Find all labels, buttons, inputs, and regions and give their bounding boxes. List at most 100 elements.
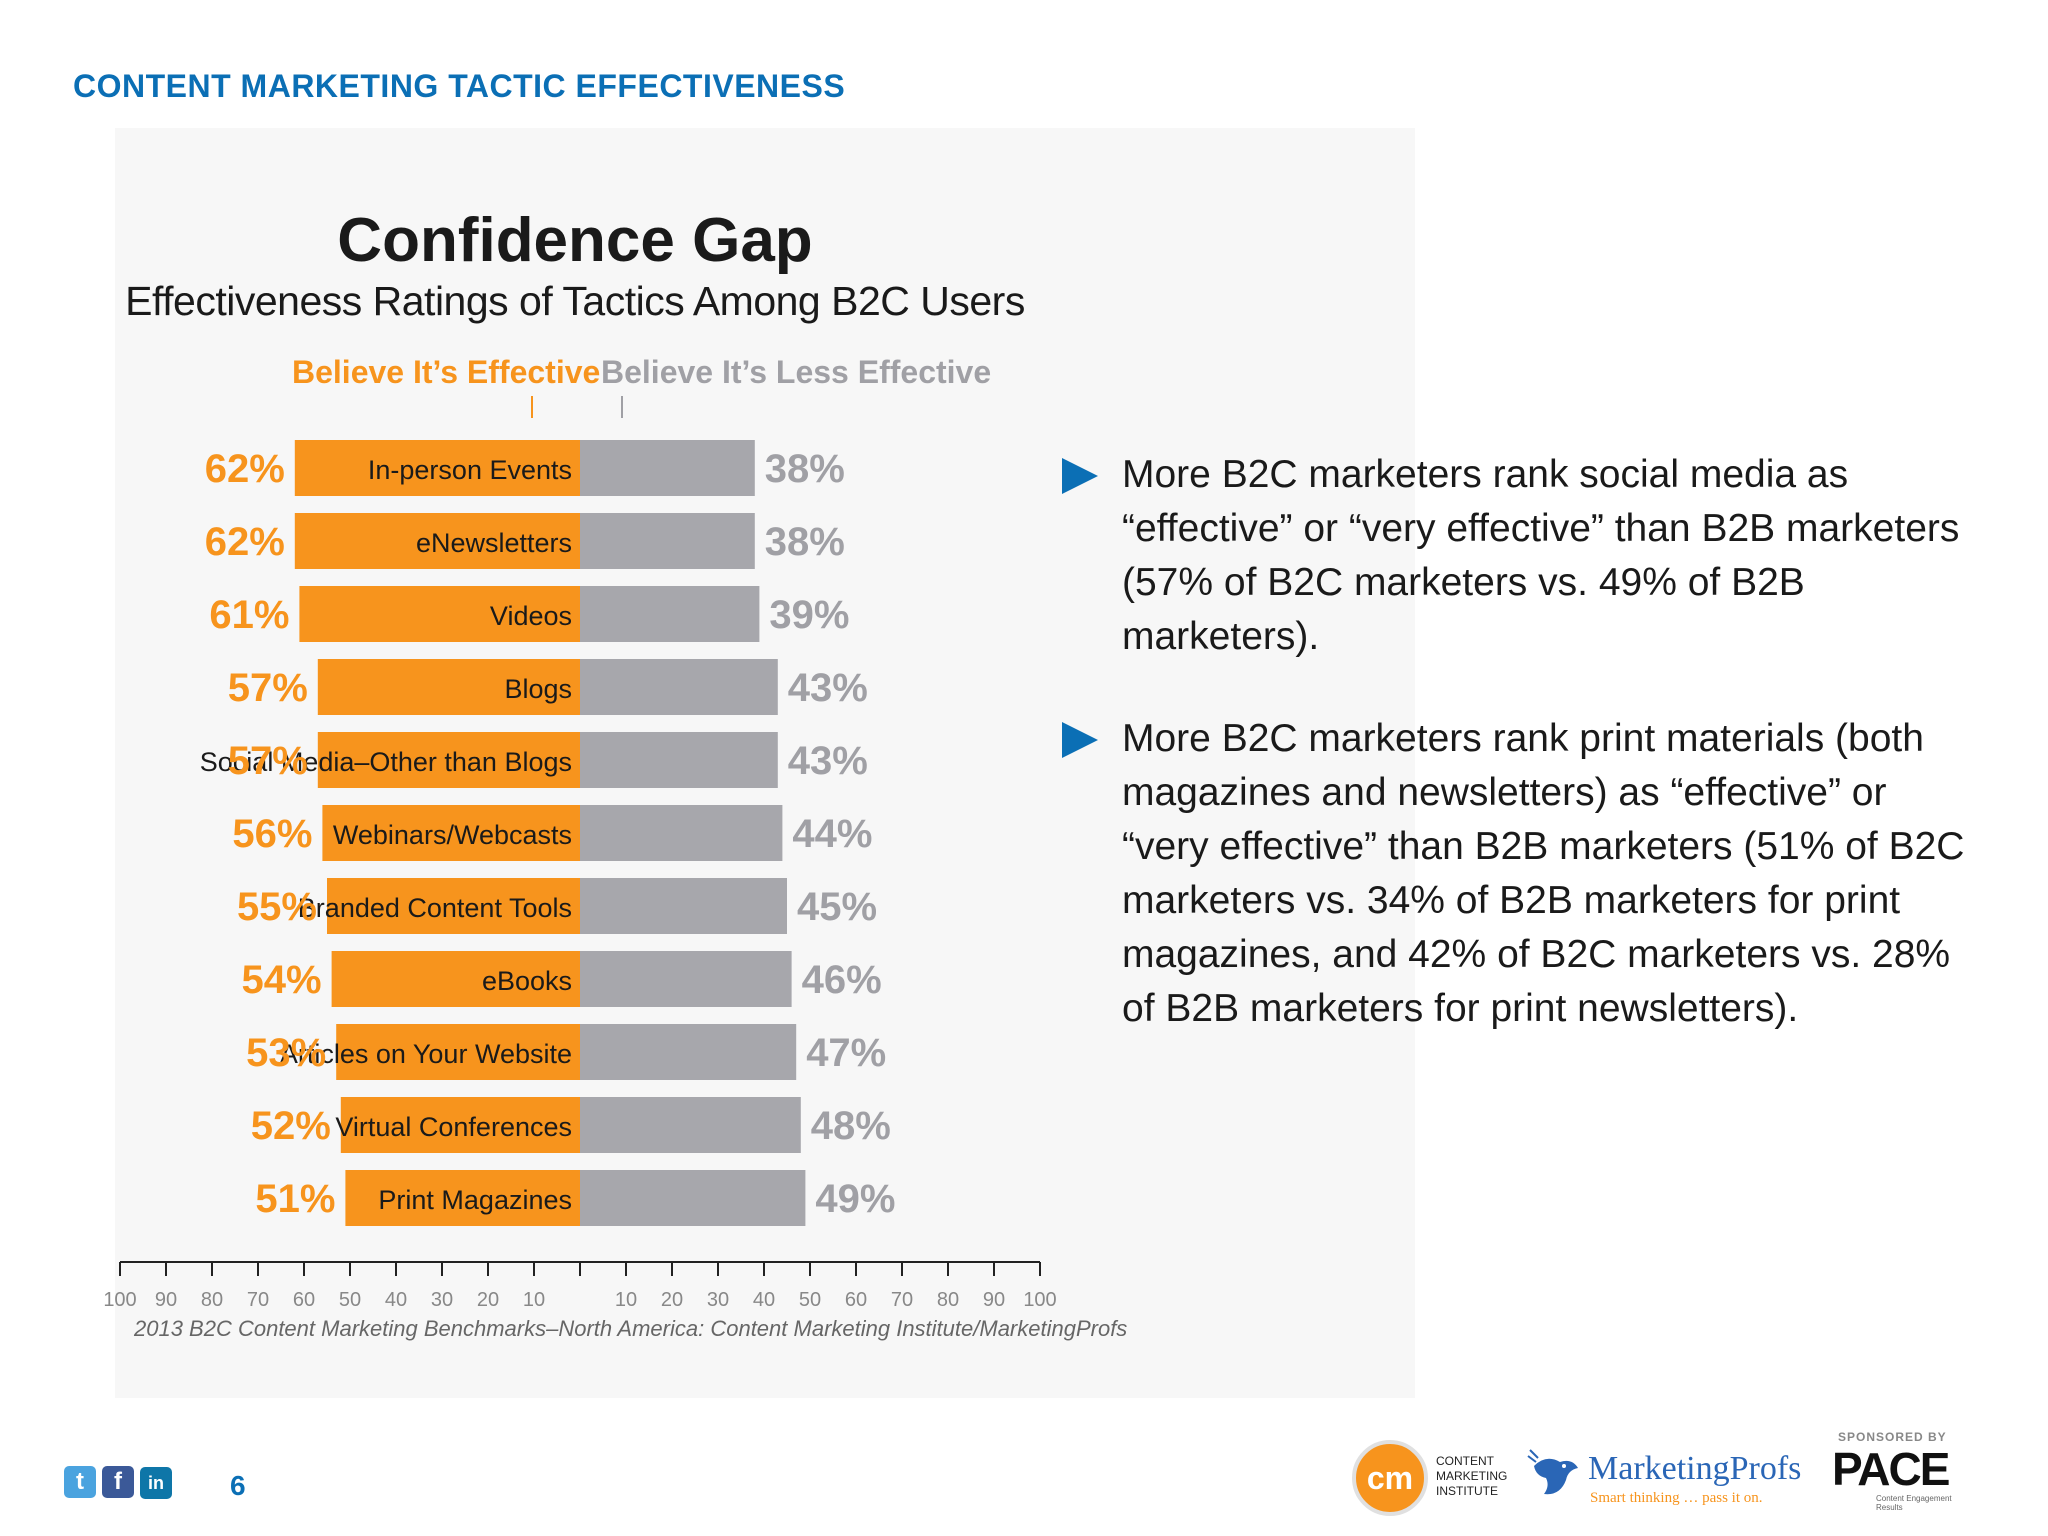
value-label-less-effective: 39%: [769, 593, 849, 637]
category-label: Videos: [490, 601, 572, 631]
bar-effective: [294, 440, 580, 496]
bar-effective: [317, 732, 580, 788]
bullet-text: More B2C marketers rank social media as …: [1122, 453, 1960, 658]
value-label-effective: 52%: [251, 1104, 331, 1148]
bar-less-effective: [580, 586, 760, 642]
x-axis-tick-label: 10: [523, 1289, 545, 1311]
twitter-icon[interactable]: t: [64, 1466, 96, 1498]
cmi-logo: cm CONTENT MARKETING INSTITUTE: [1352, 1440, 1507, 1516]
cmi-logo-text: CONTENT MARKETING INSTITUTE: [1436, 1454, 1508, 1498]
legend-effective: Believe It’s Effective: [292, 354, 601, 390]
bar-less-effective: [580, 1170, 806, 1226]
value-label-less-effective: 43%: [788, 739, 868, 783]
bar-effective: [317, 659, 580, 715]
bar-less-effective: [580, 659, 778, 715]
bar-less-effective: [580, 878, 787, 934]
category-label: Social Media–Other than Blogs: [200, 747, 572, 777]
bar-less-effective: [580, 440, 755, 496]
marketingprofs-logo: MarketingProfs Smart thinking … pass it …: [1526, 1446, 1801, 1516]
x-axis-tick-label: 30: [707, 1289, 729, 1311]
value-label-effective: 62%: [205, 447, 285, 491]
x-axis-tick-label: 40: [385, 1289, 407, 1311]
bullet-list: More B2C marketers rank social media as …: [1060, 448, 1980, 1084]
legend-less-effective-marker: [621, 396, 623, 418]
value-label-less-effective: 46%: [802, 958, 882, 1002]
cmi-logo-mark: cm: [1352, 1440, 1428, 1516]
bullet-text: More B2C marketers rank print materials …: [1122, 717, 1965, 1030]
pace-logo: PACE: [1832, 1443, 1950, 1495]
value-label-less-effective: 47%: [806, 1031, 886, 1075]
bar-effective: [294, 513, 580, 569]
bar-less-effective: [580, 951, 792, 1007]
x-axis-tick-label: 20: [661, 1289, 683, 1311]
category-label: eBooks: [482, 966, 572, 996]
linkedin-icon[interactable]: in: [140, 1467, 172, 1499]
category-label: Branded Content Tools: [298, 893, 572, 923]
bar-effective: [327, 878, 580, 934]
facebook-icon[interactable]: f: [102, 1466, 134, 1498]
x-axis-tick-label: 40: [753, 1289, 775, 1311]
bar-less-effective: [580, 732, 778, 788]
pace-tagline: Content Engagement Results: [1876, 1494, 1952, 1512]
value-label-effective: 57%: [228, 666, 308, 710]
legend-less-effective: Believe It’s Less Effective: [601, 354, 992, 390]
chart-title: Confidence Gap: [337, 206, 813, 275]
x-axis-tick-label: 70: [247, 1289, 269, 1311]
value-label-effective: 56%: [232, 812, 312, 856]
bar-effective: [331, 951, 580, 1007]
bar-effective: [345, 1170, 580, 1226]
value-label-less-effective: 49%: [815, 1177, 895, 1221]
value-label-less-effective: 45%: [797, 885, 877, 929]
x-axis-tick-label: 60: [293, 1289, 315, 1311]
x-axis-tick-label: 100: [103, 1289, 136, 1311]
category-label: Print Magazines: [378, 1185, 572, 1215]
bar-effective: [340, 1097, 580, 1153]
value-label-effective: 53%: [246, 1031, 326, 1075]
bar-less-effective: [580, 805, 783, 861]
value-label-less-effective: 38%: [765, 447, 845, 491]
bar-effective: [299, 586, 580, 642]
x-axis-tick-label: 80: [937, 1289, 959, 1311]
bar-effective: [336, 1024, 580, 1080]
chart-subtitle: Effectiveness Ratings of Tactics Among B…: [125, 278, 1025, 324]
value-label-less-effective: 38%: [765, 520, 845, 564]
x-axis-tick-label: 60: [845, 1289, 867, 1311]
bullet-item: More B2C marketers rank social media as …: [1060, 448, 1980, 664]
category-label: Articles on Your Website: [280, 1039, 572, 1069]
value-label-effective: 54%: [242, 958, 322, 1002]
x-axis-tick-label: 90: [983, 1289, 1005, 1311]
bar-less-effective: [580, 1097, 801, 1153]
value-label-effective: 51%: [255, 1177, 335, 1221]
category-label: In-person Events: [368, 455, 572, 485]
x-axis-tick-label: 50: [339, 1289, 361, 1311]
value-label-less-effective: 48%: [811, 1104, 891, 1148]
sponsored-by-label: SPONSORED BY: [1838, 1430, 1947, 1444]
bar-less-effective: [580, 1024, 797, 1080]
chart-source: 2013 B2C Content Marketing Benchmarks–No…: [134, 1316, 1128, 1341]
x-axis-tick-label: 20: [477, 1289, 499, 1311]
x-axis-tick-label: 70: [891, 1289, 913, 1311]
x-axis-tick-label: 30: [431, 1289, 453, 1311]
x-axis-tick-label: 10: [615, 1289, 637, 1311]
category-label: Webinars/Webcasts: [333, 820, 572, 850]
marketingprofs-name: MarketingProfs: [1588, 1450, 1802, 1487]
bar-effective: [322, 805, 580, 861]
page-number: 6: [230, 1470, 246, 1501]
play-arrow-icon: [1062, 458, 1098, 494]
category-label: eNewsletters: [416, 528, 572, 558]
value-label-less-effective: 43%: [788, 666, 868, 710]
x-axis-tick-label: 90: [155, 1289, 177, 1311]
bullet-item: More B2C marketers rank print materials …: [1060, 712, 1980, 1036]
category-label: Blogs: [504, 674, 572, 704]
value-label-effective: 55%: [237, 885, 317, 929]
bird-icon: [1527, 1449, 1578, 1495]
page-header: CONTENT MARKETING TACTIC EFFECTIVENESS: [73, 68, 846, 104]
value-label-effective: 61%: [209, 593, 289, 637]
category-label: Virtual Conferences: [335, 1112, 572, 1142]
marketingprofs-tagline: Smart thinking … pass it on.: [1590, 1490, 1763, 1506]
social-links: t f in: [64, 1466, 178, 1499]
x-axis-tick-label: 100: [1023, 1289, 1056, 1311]
value-label-less-effective: 44%: [792, 812, 872, 856]
legend-effective-marker: [531, 396, 533, 418]
